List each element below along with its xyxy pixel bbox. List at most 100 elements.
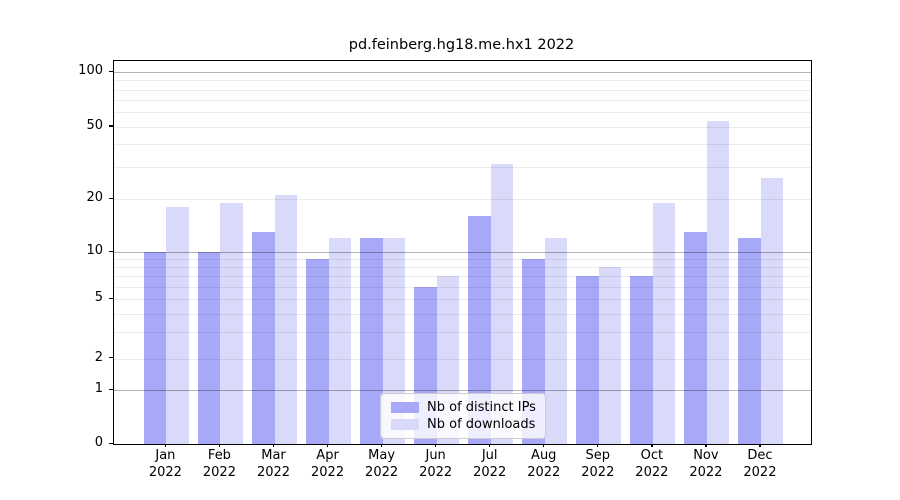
legend-label-distinct-ips: Nb of distinct IPs (427, 400, 536, 415)
x-tick-label-aug: Aug 2022 (512, 448, 576, 481)
legend-label-downloads: Nb of downloads (427, 417, 536, 432)
x-tick-label-oct: Oct 2022 (620, 448, 684, 481)
chart-title: pd.feinberg.hg18.me.hx1 2022 (348, 37, 575, 53)
year-label: 2022 (743, 464, 777, 480)
bar-dec-nb-of-downloads (760, 178, 784, 444)
x-tick (434, 443, 437, 447)
x-tick (543, 443, 545, 447)
x-tick-label-sep: Sep 2022 (566, 448, 630, 481)
x-tick-label-dec: Dec 2022 (728, 448, 792, 481)
bar-feb-nb-of-distinct-ips (197, 252, 221, 444)
year-label: 2022 (148, 464, 182, 480)
bar-jul-nb-of-distinct-ips (468, 216, 491, 444)
y-tick-label: 5 (94, 290, 103, 306)
x-tick-label-feb: Feb 2022 (187, 448, 251, 481)
y-tick-label: 20 (86, 190, 103, 205)
year-label: 2022 (419, 464, 453, 480)
bar-nov-nb-of-downloads (706, 120, 730, 444)
gridline-70 (114, 100, 811, 102)
y-tick (109, 125, 113, 127)
gridline-3 (114, 332, 811, 334)
bar-nov-nb-of-distinct-ips (684, 231, 707, 444)
x-tick-label-jul: Jul 2022 (458, 448, 522, 481)
x-tick (759, 443, 761, 447)
gridline-10 (114, 252, 811, 253)
gridline-40 (114, 144, 811, 146)
gridline-2 (114, 358, 811, 360)
gridline-6 (114, 286, 811, 288)
x-tick (272, 443, 275, 447)
x-tick (218, 443, 221, 447)
gridline-50 (114, 126, 811, 128)
y-tick (109, 297, 113, 300)
year-label: 2022 (311, 464, 345, 480)
x-tick (489, 443, 491, 447)
legend-entry: Nb of distinct IPs (391, 400, 536, 415)
month-label: Oct (640, 448, 664, 463)
legend-swatch-distinct-ips (391, 402, 419, 413)
y-tick (109, 70, 113, 72)
grid-layer (114, 61, 811, 444)
x-tick (597, 443, 599, 447)
month-label: Jul (481, 448, 498, 463)
month-label: Mar (261, 448, 286, 463)
bar-jan-nb-of-distinct-ips (143, 252, 167, 444)
bar-sep-nb-of-distinct-ips (576, 276, 599, 444)
legend-entry: Nb of downloads (391, 417, 535, 432)
x-tick-label-apr: Apr 2022 (296, 448, 360, 481)
month-label: May (368, 448, 396, 463)
y-tick (109, 442, 113, 444)
bar-dec-nb-of-distinct-ips (738, 238, 761, 444)
month-label: Apr (316, 448, 339, 463)
y-tick (109, 197, 113, 199)
year-label: 2022 (473, 464, 507, 480)
legend-swatch-downloads (391, 419, 419, 430)
x-tick-label-mar: Mar 2022 (242, 448, 306, 481)
plot-area: Nb of distinct IPs Nb of downloads (113, 60, 812, 445)
x-tick (651, 443, 653, 447)
bar-may-nb-of-downloads (382, 238, 406, 444)
year-label: 2022 (527, 464, 561, 480)
y-tick (109, 357, 113, 359)
gridline-7 (114, 276, 811, 278)
x-tick-label-jun: Jun 2022 (404, 448, 468, 481)
year-label: 2022 (365, 464, 399, 480)
y-tick (109, 250, 113, 252)
x-tick-label-jan: Jan 2022 (133, 448, 197, 481)
gridline-4 (114, 313, 811, 315)
gridline-90 (114, 80, 811, 82)
month-label: Jun (425, 448, 446, 463)
x-tick (164, 443, 167, 447)
bar-mar-nb-of-distinct-ips (252, 231, 275, 444)
year-label: 2022 (635, 464, 669, 480)
y-tick-label: 0 (94, 435, 103, 450)
gridline-60 (114, 112, 811, 114)
gridline-80 (114, 89, 811, 91)
y-tick-label: 2 (94, 349, 103, 365)
y-tick-label: 50 (86, 117, 103, 133)
x-tick (326, 443, 329, 447)
bar-oct-nb-of-distinct-ips (630, 276, 653, 444)
month-label: Feb (207, 448, 231, 463)
month-label: Jan (155, 448, 176, 463)
bar-jul-nb-of-downloads (490, 164, 514, 444)
gridline-30 (114, 167, 811, 168)
y-tick (109, 388, 113, 390)
bar-sep-nb-of-downloads (598, 267, 622, 444)
y-tick-label: 10 (86, 243, 103, 258)
bar-mar-nb-of-downloads (274, 195, 297, 444)
month-label: Aug (531, 448, 557, 463)
bar-aug-nb-of-downloads (544, 238, 568, 444)
month-label: Nov (693, 448, 719, 463)
x-tick (380, 443, 383, 447)
bar-apr-nb-of-downloads (328, 238, 352, 444)
gridline-9 (114, 259, 811, 261)
gridline-100 (114, 72, 811, 73)
year-label: 2022 (256, 464, 291, 480)
month-label: Sep (585, 448, 611, 463)
bar-apr-nb-of-distinct-ips (306, 259, 329, 444)
x-tick-label-nov: Nov 2022 (674, 448, 738, 481)
bar-oct-nb-of-downloads (652, 202, 676, 444)
month-label: Dec (747, 448, 773, 463)
